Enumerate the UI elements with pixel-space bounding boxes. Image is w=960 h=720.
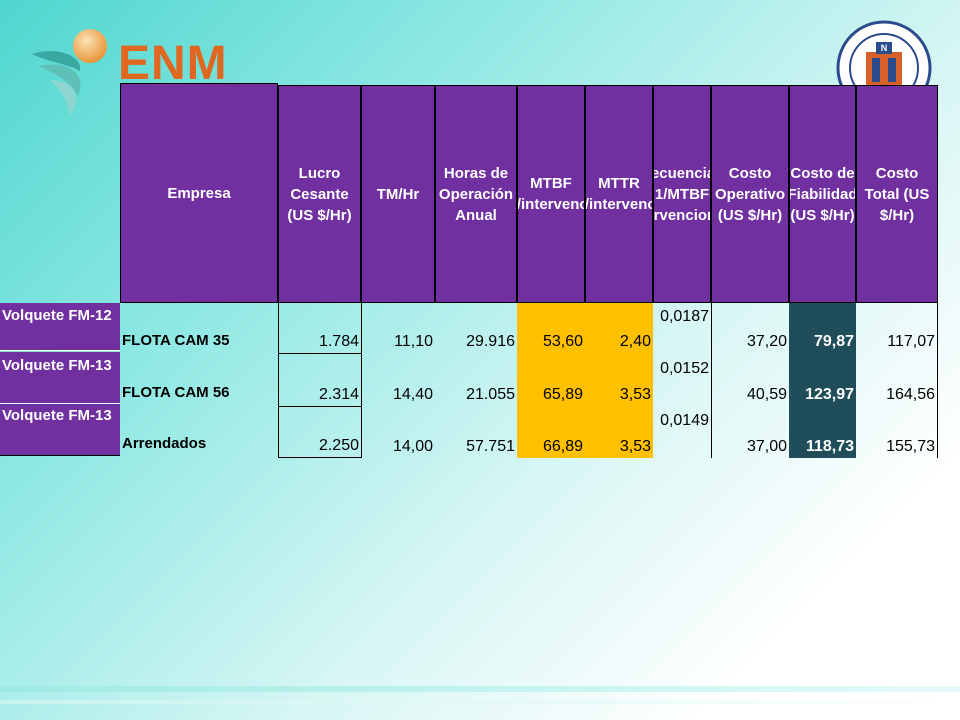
cell-mttr: 2,40 [585, 303, 653, 353]
cell-costo-operativo: 37,00 [711, 406, 789, 458]
row-label: Volquete FM-12 [0, 303, 120, 351]
cell-horas: 29.916 [466, 333, 515, 350]
cell-mtbf: 65,89 [517, 353, 585, 406]
header-costo-operativo: Costo Operativo (US $/Hr) [711, 85, 789, 303]
header-mtbf: MTBF (Hrs/intervencion) [517, 85, 585, 303]
header-tm-hr: TM/Hr [361, 85, 435, 303]
cell-horas: 57.751 [466, 438, 515, 455]
cell-mtbf: 53,60 [517, 303, 585, 353]
header-horas-operacion: Horas de Operación Anual [435, 85, 517, 303]
header-frecuencia: Frecuencia = 1/MTBF (intervencion/Hr) [653, 85, 711, 303]
cell-frecuencia: 0,0149 [660, 412, 709, 429]
brand-logo-text: ENM [118, 37, 228, 90]
row-label: Volquete FM-13 [0, 404, 120, 456]
cell-tm-hr: 14,40 [361, 353, 435, 406]
cell-costo-fiabilidad: 79,87 [789, 303, 856, 353]
header-costo-total: Costo Total (US $/Hr) [856, 85, 938, 303]
header-lucro-cesante: Lucro Cesante (US $/Hr) [278, 85, 361, 303]
row-label: Volquete FM-13 [0, 352, 120, 404]
enm-logo-icon [32, 29, 107, 116]
row-group: FLOTA CAM 35 [122, 331, 230, 349]
cell-costo-fiabilidad: 123,97 [789, 353, 856, 406]
cell-costo-total: 164,56 [856, 353, 938, 406]
header-mttr: MTTR (Hrs/intervencion) [585, 85, 653, 303]
cell-mttr: 3,53 [585, 406, 653, 458]
cell-lucro: 2.314 [278, 353, 361, 406]
cell-lucro: 1.784 [278, 303, 361, 353]
row-group: Arrendados [122, 434, 207, 452]
cell-frecuencia: 0,0152 [660, 360, 709, 377]
cell-costo-total: 117,07 [856, 303, 938, 353]
row-group: FLOTA CAM 56 [122, 383, 230, 401]
cell-costo-fiabilidad: 118,73 [789, 406, 856, 458]
cell-frecuencia: 0,0187 [660, 308, 709, 325]
cell-tm-hr: 14,00 [361, 406, 435, 458]
cell-lucro: 2.250 [278, 406, 361, 458]
footer-stripe [0, 686, 960, 692]
footer-stripe-lower [0, 700, 960, 704]
cell-mttr: 3,53 [585, 353, 653, 406]
cell-tm-hr: 11,10 [361, 303, 435, 353]
cell-costo-operativo: 37,20 [711, 303, 789, 353]
cell-costo-total: 155,73 [856, 406, 938, 458]
cell-costo-operativo: 40,59 [711, 353, 789, 406]
svg-text:N: N [881, 43, 888, 53]
cell-mtbf: 66,89 [517, 406, 585, 458]
header-empresa: Empresa [120, 83, 278, 303]
cell-horas: 21.055 [466, 386, 515, 403]
header-costo-fiabilidad: Costo de Fiabilidad (US $/Hr) [789, 85, 856, 303]
